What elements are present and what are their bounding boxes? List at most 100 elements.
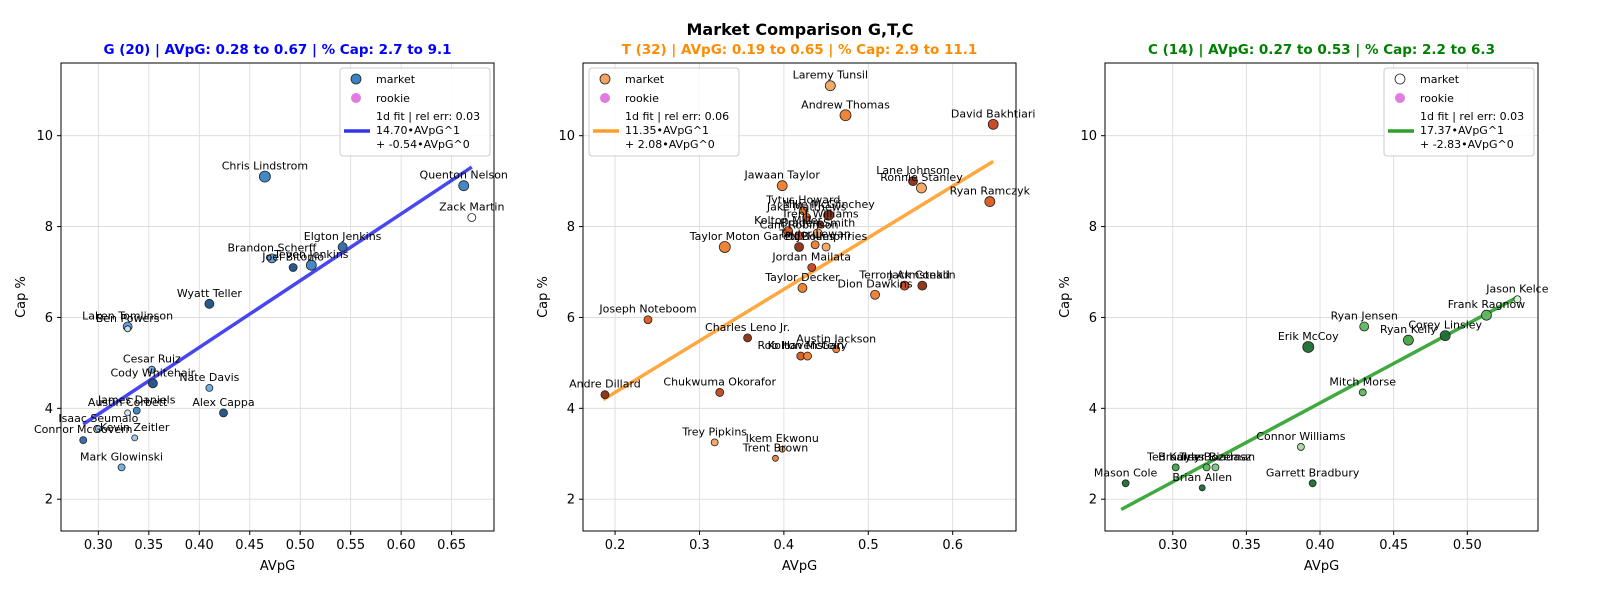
point-label: Cam Robinson xyxy=(760,219,839,232)
point-label: Chris Lindstrom xyxy=(222,160,308,173)
data-point xyxy=(219,408,228,418)
data-point xyxy=(131,434,139,442)
point-label: Elgton Jenkins xyxy=(304,230,382,243)
point-label: Jawaan Taylor xyxy=(744,169,821,182)
legend-fit-text: + -2.83•AVpG^0 xyxy=(1420,138,1514,151)
x-tick-label: 0.35 xyxy=(1232,538,1261,553)
point-label: Ryan Ramczyk xyxy=(950,185,1031,198)
point-label: Mark Glowinski xyxy=(80,450,163,463)
legend-fit-text: 1d fit | rel err: 0.03 xyxy=(376,110,480,123)
legend-fit-text: 11.35•AVpG^1 xyxy=(625,124,709,137)
point-label: Rob Havenstein xyxy=(758,339,844,352)
legend-market-swatch xyxy=(599,73,611,85)
panel-title: C (14) | AVpG: 0.27 to 0.53 | % Cap: 2.2… xyxy=(1148,42,1495,58)
point-label: Quenton Nelson xyxy=(420,169,508,182)
x-tick-label: 0.50 xyxy=(286,538,315,553)
data-point xyxy=(839,109,852,122)
data-point xyxy=(743,333,752,343)
data-point xyxy=(802,213,812,222)
point-label: Garrett Bradbury xyxy=(1266,466,1360,479)
data-point xyxy=(710,438,719,447)
point-label: Ronnie Stanley xyxy=(880,171,963,184)
data-point xyxy=(772,454,779,462)
legend-fit-text: + 2.08•AVpG^0 xyxy=(625,138,715,151)
data-point xyxy=(458,180,470,192)
data-point xyxy=(94,425,102,433)
point-label: Brandon Scherff xyxy=(228,241,317,254)
axes-frame xyxy=(582,62,1017,532)
data-point xyxy=(205,383,214,392)
x-tick-label: 0.3 xyxy=(689,538,710,553)
point-label: Joseph Noteboom xyxy=(598,303,696,316)
point-label: James Daniels xyxy=(97,394,176,407)
point-label: Andrew Thomas xyxy=(801,98,890,111)
legend-market-swatch xyxy=(1394,73,1406,85)
point-label: Laken Tomlinson xyxy=(82,310,173,323)
point-label: Trent Williams xyxy=(781,207,859,220)
legend-market-label: market xyxy=(625,73,665,86)
fit-line xyxy=(1120,295,1519,512)
legend-rookie-swatch xyxy=(351,93,361,103)
y-tick-label: 6 xyxy=(567,311,575,326)
data-point xyxy=(132,406,141,415)
point-label: Garett Bolles xyxy=(763,230,835,243)
point-label: Ryan Kelly xyxy=(1380,323,1437,336)
panel-title: T (32) | AVpG: 0.19 to 0.65 | % Cap: 2.9… xyxy=(622,42,978,58)
data-point xyxy=(305,259,317,271)
data-point xyxy=(899,280,910,291)
data-point xyxy=(1302,341,1315,353)
data-point xyxy=(1121,479,1130,488)
y-tick-label: 6 xyxy=(1089,311,1097,326)
data-point xyxy=(147,365,156,374)
x-tick-label: 0.4 xyxy=(774,538,795,553)
point-label: Tytus Howard xyxy=(765,194,840,207)
data-point xyxy=(1202,463,1211,472)
data-point xyxy=(1171,463,1180,472)
data-point xyxy=(810,240,820,250)
point-label: Jack Conklin xyxy=(888,269,956,282)
y-tick-label: 8 xyxy=(567,220,575,235)
data-point xyxy=(816,220,825,229)
y-tick-label: 2 xyxy=(567,493,575,508)
data-point xyxy=(812,228,823,239)
legend-box xyxy=(1383,67,1535,157)
point-label: Andre Dillard xyxy=(569,378,641,391)
fit-line xyxy=(602,159,995,402)
x-tick-label: 0.5 xyxy=(858,538,879,553)
point-label: Connor McGovern xyxy=(34,423,133,436)
data-point xyxy=(984,196,996,207)
legend-fit-text: 17.37•AVpG^1 xyxy=(1420,124,1504,137)
x-axis-label: AVpG xyxy=(260,559,295,574)
point-label: Erik McCoy xyxy=(1278,330,1339,343)
point-label: Terron Armstead xyxy=(858,269,950,282)
x-tick-label: 0.40 xyxy=(1306,538,1335,553)
data-point xyxy=(908,176,918,187)
point-label: Corey Linsley xyxy=(1408,319,1482,332)
y-tick-label: 2 xyxy=(45,493,53,508)
point-label: Charles Leno Jr. xyxy=(705,321,790,334)
point-label: Joel Bitonio xyxy=(261,250,324,263)
data-point xyxy=(1308,479,1317,488)
data-point xyxy=(1402,334,1414,346)
x-tick-label: 0.2 xyxy=(605,538,626,553)
y-tick-label: 8 xyxy=(1089,220,1097,235)
panel-1: Chris Lindstrom Quenton Nelson Zack Martin… xyxy=(14,42,508,574)
data-point xyxy=(643,315,653,325)
data-point xyxy=(258,170,271,183)
x-tick-label: 0.30 xyxy=(1158,538,1187,553)
point-label: Frank Ragnow xyxy=(1448,298,1525,311)
data-point xyxy=(124,325,132,333)
data-point xyxy=(823,209,835,221)
data-point xyxy=(1211,463,1220,472)
data-point xyxy=(778,445,786,453)
point-label: D.J. Humphries xyxy=(785,230,867,243)
point-label: Lane Johnson xyxy=(876,164,949,177)
point-label: Kevin Zeitler xyxy=(100,421,170,434)
legend: market rookie 1d fit | rel err: 0.0611.35•… xyxy=(588,67,740,157)
legend-fit-text: 1d fit | rel err: 0.06 xyxy=(625,110,729,123)
data-point xyxy=(916,182,927,194)
legend-rookie-label: rookie xyxy=(625,92,659,105)
x-axis-label: AVpG xyxy=(1304,559,1339,574)
